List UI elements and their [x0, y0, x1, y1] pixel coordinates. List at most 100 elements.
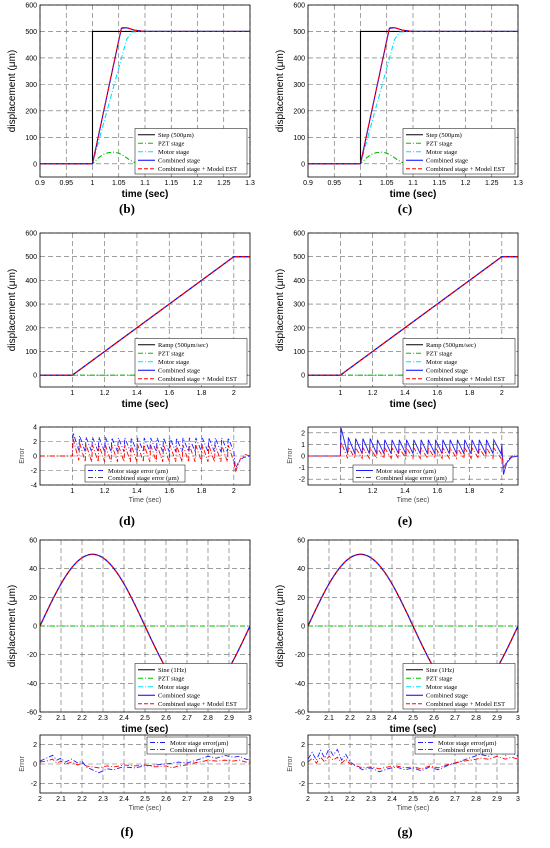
e-err-x-axis-title: Time (sec): [397, 497, 430, 504]
d-top-series-line: [40, 256, 250, 376]
g-err-xtick-label: 2.7: [450, 796, 460, 803]
e-err-xtick-label: 1.2: [368, 488, 378, 495]
e-top-ytick-label: 0: [301, 373, 305, 380]
e-top-y-axis-title: displacement (μm): [275, 269, 286, 351]
e-err-legend-label: Combined stage error (μm): [376, 475, 447, 482]
g-top-xtick-label: 2.4: [387, 715, 397, 722]
e-top-legend-label: Combined stage + Model EST: [426, 376, 505, 383]
c-xtick-label: 1.2: [461, 180, 471, 187]
e-top-x-axis-title: time (sec): [390, 399, 437, 410]
d-err-frame: [39, 426, 251, 486]
c-frame: [307, 4, 519, 178]
e-top-ytick-label: 300: [293, 302, 305, 309]
b-legend-label: Step (500μm): [158, 132, 194, 139]
b-xtick-label: 1.15: [164, 180, 178, 187]
e-top-series-line: [308, 256, 518, 376]
d-err-ytick-label: 0: [33, 454, 37, 461]
b-xtick-label: 1.05: [112, 180, 126, 187]
c-legend-box: [402, 128, 516, 175]
f-top-ytick-label: 60: [29, 538, 37, 545]
d-top-xtick-label: 2: [232, 390, 236, 397]
g-err-frame: [307, 734, 519, 794]
f-top-y-axis-title: displacement (μm): [7, 585, 18, 667]
c-xtick-label: 0.9: [303, 180, 313, 187]
g-top-ytick-label: -60: [295, 710, 305, 717]
g-err-xtick-label: 2: [306, 796, 310, 803]
g-err-xtick-label: 2.1: [324, 796, 334, 803]
panel-caption: (e): [398, 513, 412, 528]
d-top-xtick-label: 1.4: [132, 390, 142, 397]
e-err-chart: 1 1.2 1.4 1.6 1.8 2 -2 -1 0 1 2 Time (sec) Error Moto…: [287, 426, 519, 504]
c-legend-label: Combined stage: [426, 158, 468, 165]
d-top-legend-label: Motor stage: [158, 359, 189, 366]
e-err-ytick-label: -1: [299, 465, 305, 472]
e-err-ytick-label: 2: [301, 430, 305, 437]
f-top-frame: [39, 539, 251, 713]
g-top-ytick-label: -20: [295, 652, 305, 659]
b-legend-label: Combined stage: [158, 158, 200, 165]
e-top-ytick-label: 100: [293, 349, 305, 356]
e-top-ytick-label: 200: [293, 325, 305, 332]
f-err-series-line: [40, 758, 250, 769]
b-y-axis-title: displacement (μm): [7, 50, 18, 132]
e-top-legend-label: Motor stage: [426, 359, 457, 366]
e-top-legend-label: Ramp (500μm/sec): [426, 342, 476, 349]
g-top-ytick-label: 0: [301, 624, 305, 631]
d-top-legend-box: [134, 338, 248, 385]
g-top-xtick-label: 2.2: [345, 715, 355, 722]
f-err-frame: [39, 734, 251, 794]
e-top-frame: [307, 232, 519, 388]
e-top-chart: 1 1.2 1.4 1.6 1.8 2 0 100 200 300 400 500 600 time (s…: [275, 231, 519, 410]
g-top-legend-label: Sine (1Hz): [426, 667, 454, 674]
d-err-xtick-label: 2: [232, 488, 236, 495]
e-top-xtick-label: 1: [338, 390, 342, 397]
b-legend-label: PZT stage: [158, 141, 185, 148]
g-top-frame: [307, 539, 519, 713]
g-err-ytick-label: -2: [299, 781, 305, 788]
g-top-legend-label: Combined stage: [426, 693, 468, 700]
b-xtick-label: 1.3: [245, 180, 255, 187]
f-top-ytick-label: -60: [27, 710, 37, 717]
g-top-ytick-label: -40: [295, 681, 305, 688]
d-err-series-line: [40, 438, 250, 474]
d-err-legend-label: Combined stage error (μm): [108, 475, 179, 482]
f-err-xtick-label: 2.4: [119, 796, 129, 803]
b-chart: 0.9 0.95 1 1.05 1.1 1.15 1.2 1.25 1.3 0 100 200 300 4…: [7, 3, 255, 201]
c-x-axis-title: time (sec): [390, 189, 437, 200]
b-ytick-label: 600: [25, 3, 37, 10]
d-err-chart: 1 1.2 1.4 1.6 1.8 2 -4 -2 0 2 4 Time (sec) Error Moto…: [19, 425, 251, 504]
g-top-ytick-label: 40: [297, 566, 305, 573]
e-err-frame: [307, 426, 519, 486]
g-err-xtick-label: 2.5: [408, 796, 418, 803]
f-top-ytick-label: -20: [27, 652, 37, 659]
c-legend-label: PZT stage: [426, 141, 453, 148]
g-top-legend-box: [402, 663, 516, 710]
f-err-legend-box: [146, 736, 248, 755]
g-err-legend: Motor stage error(μm)Combined error(μm): [414, 736, 516, 755]
c-legend-label: Step (500μm): [426, 132, 462, 139]
f-err-xtick-label: 3: [248, 796, 252, 803]
g-top-xtick-label: 2: [306, 715, 310, 722]
g-err-xtick-label: 2.4: [387, 796, 397, 803]
e-top-legend-box: [402, 338, 516, 385]
f-top-xtick-label: 2.8: [203, 715, 213, 722]
d-err-legend: Motor stage error (μm)Combined stage err…: [84, 464, 186, 483]
e-err-legend-label: Motor stage error (μm): [376, 468, 436, 475]
f-top-xtick-label: 2: [38, 715, 42, 722]
g-err-y-axis-title: Error: [287, 756, 294, 772]
b-xtick-label: 1.25: [217, 180, 231, 187]
g-top-xtick-label: 2.8: [471, 715, 481, 722]
g-err-xtick-label: 2.2: [345, 796, 355, 803]
f-err-legend-label: Combined error(μm): [170, 747, 224, 754]
d-top-legend-label: PZT stage: [158, 351, 185, 358]
e-top-ytick-label: 600: [293, 231, 305, 238]
b-ytick-label: 0: [33, 161, 37, 168]
f-top-xtick-label: 2.6: [161, 715, 171, 722]
g-top-x-axis-title: time (sec): [390, 724, 437, 735]
b-ytick-label: 200: [25, 108, 37, 115]
f-top-ytick-label: 40: [29, 566, 37, 573]
